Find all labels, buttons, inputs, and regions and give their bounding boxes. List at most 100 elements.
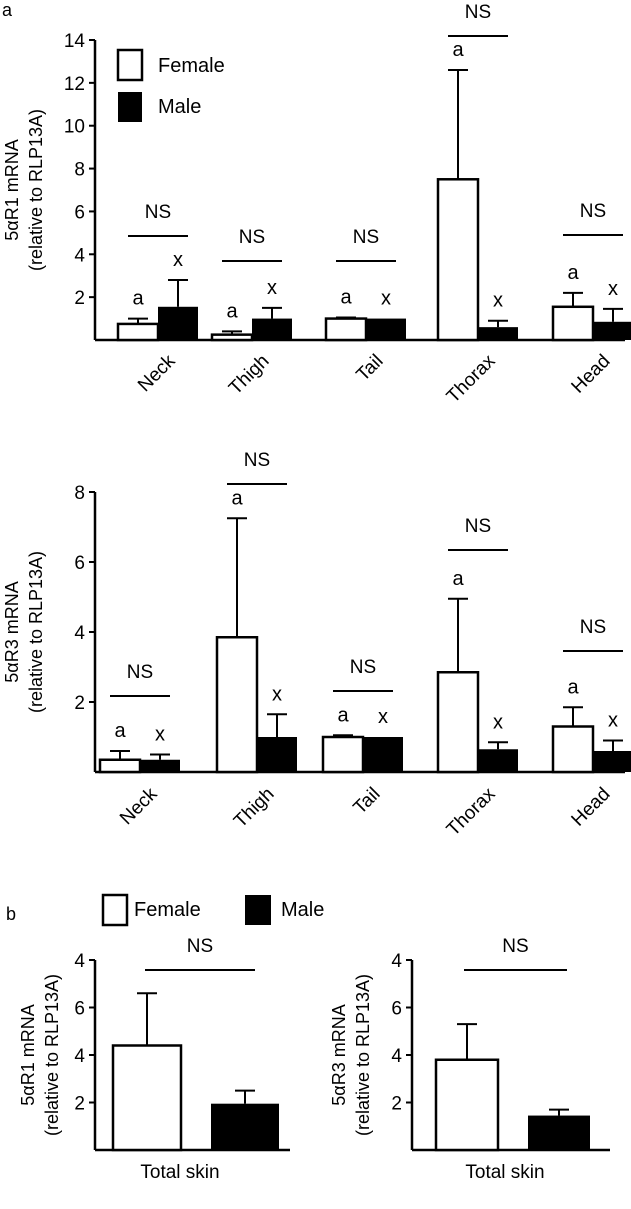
bar-female-thigh (210, 333, 254, 342)
legend-a: Female Male (116, 48, 225, 122)
male-group-letter: x (493, 711, 503, 733)
significance-label: NS (187, 936, 213, 957)
category-label: Thorax (443, 350, 500, 407)
legend-male-swatch (118, 92, 142, 122)
bar-female-thorax (436, 178, 480, 342)
female-group-letter: a (231, 487, 243, 509)
chart-a2: 2 4 6 8 5αR3 mRNA (relative to RLP13A) a x NS Nec… (2, 450, 631, 840)
significance-label: NS (244, 450, 270, 471)
y-tick-label: 4 (391, 951, 402, 972)
female-group-letter: a (226, 300, 238, 322)
male-group-letter: x (272, 683, 282, 705)
female-group-letter: a (132, 288, 144, 310)
category-label: Total skin (465, 1162, 544, 1183)
significance-label: NS (127, 662, 153, 683)
category-label: Tail (353, 351, 388, 386)
male-group-letter: x (608, 710, 618, 732)
male-group-letter: x (381, 288, 391, 310)
y-tick-label: 2 (391, 1094, 402, 1115)
category-label: Neck (116, 783, 162, 829)
y-tick-label: 12 (64, 74, 85, 95)
chart-b2: 2 4 6 4 5αR3 mRNA (relative to RLP13A) NS Total… (329, 936, 610, 1183)
significance-label: NS (502, 936, 528, 957)
significance-label: NS (145, 202, 171, 223)
bar-female-thigh (215, 636, 259, 774)
y-tick-label: 4 (74, 951, 85, 972)
y-tick-label: 6 (74, 202, 85, 223)
bar-male-tail (366, 318, 406, 340)
male-group-letter: x (267, 277, 277, 299)
female-group-letter: a (567, 676, 579, 698)
y-axis-label: (relative to RLP13A) (26, 551, 46, 713)
y-tick-label: 2 (74, 1094, 85, 1115)
charts: 2 4 6 8 10 12 14 5αR1 mRNA (relative to RLP13A) a… (2, 2, 631, 1183)
panel-label-b: b (6, 904, 16, 924)
bar-female-head (551, 725, 595, 774)
chart-b1: 2 4 6 4 5αR1 mRNA (relative to RLP13A) NS Total… (18, 936, 290, 1183)
female-group-letter: a (114, 720, 126, 742)
significance-label: NS (465, 516, 491, 537)
male-group-letter: x (155, 724, 165, 746)
y-tick-label: 8 (74, 483, 85, 504)
y-tick-label: 4 (391, 1046, 402, 1067)
category-label: Neck (134, 350, 180, 396)
y-axis-label: (relative to RLP13A) (42, 974, 62, 1136)
legend-b-female-label: Female (134, 899, 201, 921)
bar-female-tail (324, 317, 368, 342)
female-group-letter: a (452, 568, 464, 590)
legend-b-male-swatch (245, 895, 271, 925)
male-group-letter: x (493, 290, 503, 312)
bar-male-thorax (478, 327, 518, 340)
bar-female-total-skin (434, 1058, 500, 1152)
y-tick-label: 2 (74, 693, 85, 714)
legend-male-label: Male (158, 96, 201, 118)
category-label: Thigh (230, 784, 278, 832)
female-group-letter: a (452, 39, 464, 61)
y-tick-label: 6 (74, 553, 85, 574)
chart-a1: 2 4 6 8 10 12 14 5αR1 mRNA (relative to RLP13A) a… (2, 2, 631, 407)
category-label: Thorax (443, 783, 500, 840)
legend-b: Female Male (101, 893, 324, 927)
y-tick-label: 4 (74, 623, 85, 644)
y-tick-label: 4 (74, 245, 85, 266)
legend-female-label: Female (158, 55, 225, 77)
male-group-letter: x (378, 706, 388, 728)
y-tick-label: 4 (74, 1046, 85, 1067)
bar-female-neck (98, 758, 142, 774)
bar-female-tail (321, 735, 365, 774)
legend-female-swatch (116, 48, 144, 82)
y-tick-label: 14 (64, 31, 86, 52)
female-group-letter: a (567, 262, 579, 284)
male-group-letter: x (608, 278, 618, 300)
bar-male-total-skin (528, 1115, 590, 1150)
bar-male-head (593, 321, 631, 340)
legend-b-male-label: Male (281, 899, 324, 921)
y-tick-label: 6 (74, 999, 85, 1020)
bar-male-thigh (257, 737, 297, 772)
bar-male-thorax (478, 749, 518, 772)
significance-label: NS (350, 657, 376, 678)
bar-male-total-skin (211, 1103, 279, 1150)
bar-male-neck (140, 759, 180, 772)
bar-female-total-skin (111, 1044, 183, 1152)
bar-male-thigh (252, 318, 292, 340)
bar-male-tail (363, 737, 403, 772)
y-axis-label: 5αR3 mRNA (329, 1004, 349, 1105)
category-label: Total skin (140, 1162, 219, 1183)
y-tick-label: 2 (74, 288, 85, 309)
significance-label: NS (580, 201, 606, 222)
legend-b-female-swatch (101, 893, 129, 927)
female-group-letter: a (340, 287, 352, 309)
category-label: Thigh (225, 351, 273, 399)
significance-label: NS (353, 227, 379, 248)
y-tick-label: 6 (391, 999, 402, 1020)
female-group-letter: a (337, 704, 349, 726)
y-tick-label: 10 (64, 117, 85, 138)
bar-male-neck (158, 306, 198, 340)
bar-female-thorax (436, 671, 480, 774)
category-label: Tail (350, 784, 385, 819)
y-axis-label: 5αR1 mRNA (2, 139, 22, 240)
significance-label: NS (239, 227, 265, 248)
y-axis-label: 5αR3 mRNA (2, 581, 22, 682)
